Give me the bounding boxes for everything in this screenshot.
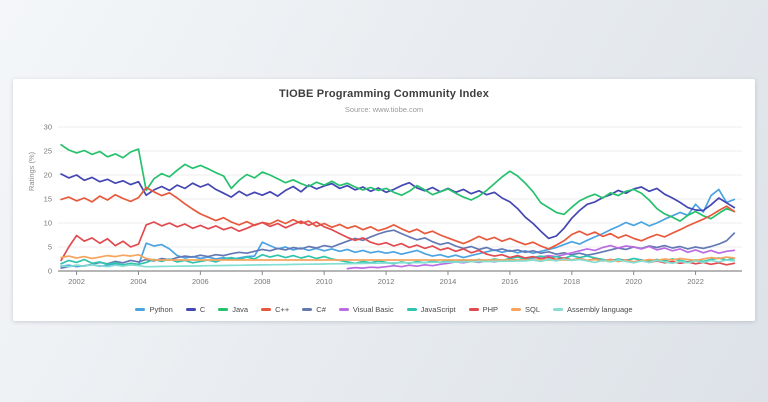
legend-swatch-php xyxy=(468,308,479,311)
legend-label-sql: SQL xyxy=(525,305,541,314)
legend-label-python: Python xyxy=(149,305,173,314)
series-line-c xyxy=(60,173,736,240)
legend-swatch-python xyxy=(135,308,146,311)
x-tick-label: 2012 xyxy=(378,277,395,286)
legend-swatch-assembly-language xyxy=(553,308,564,311)
legend-label-javascript: JavaScript xyxy=(420,305,456,314)
series-line-java xyxy=(60,143,736,222)
x-tick-label: 2016 xyxy=(502,277,519,286)
y-tick-label: 10 xyxy=(44,219,52,228)
series-line-visual-basic xyxy=(346,244,736,270)
legend-item-java[interactable]: Java xyxy=(218,305,248,314)
legend-label-assembly-language: Assembly language xyxy=(567,305,633,314)
y-tick-label: 5 xyxy=(48,243,52,252)
legend-item-c[interactable]: C xyxy=(185,305,206,314)
legend-item-assembly-language[interactable]: Assembly language xyxy=(553,305,633,314)
x-tick-label: 2002 xyxy=(68,277,85,286)
y-tick-label: 20 xyxy=(44,171,52,180)
series-line-c- xyxy=(60,229,736,269)
legend: Python C Java C++ C# Visual Basic JavaScript PH… xyxy=(13,305,755,314)
x-tick-label: 2020 xyxy=(625,277,642,286)
legend-swatch-sql xyxy=(511,308,522,311)
series-line-assembly-language xyxy=(60,258,736,268)
plot-area: 0 5 10 15 20 25 30 2002 2004 2006 2008 2010 2012 2014… xyxy=(44,123,742,286)
legend-item-c-[interactable]: C# xyxy=(302,305,326,314)
legend-swatch-java xyxy=(218,308,229,311)
legend-label-c: C xyxy=(199,305,206,314)
x-tick-label: 2014 xyxy=(440,277,457,286)
legend-item-visual-basic[interactable]: Visual Basic xyxy=(338,305,394,314)
legend-swatch-javascript xyxy=(406,308,417,311)
y-tick-label: 30 xyxy=(44,123,52,132)
y-tick-label: 0 xyxy=(48,267,52,276)
legend-item-python[interactable]: Python xyxy=(135,305,173,314)
x-tick-label: 2010 xyxy=(316,277,333,286)
x-tick-label: 2008 xyxy=(254,277,271,286)
legend-swatch-c- xyxy=(261,308,272,311)
x-tick-label: 2006 xyxy=(192,277,209,286)
chart-card: TIOBE Programming Community Index Source… xyxy=(13,79,755,321)
legend-swatch-visual-basic xyxy=(338,308,349,311)
legend-item-sql[interactable]: SQL xyxy=(511,305,540,314)
legend-label-visual-basic: Visual Basic xyxy=(352,305,394,314)
legend-swatch-c xyxy=(185,308,196,311)
y-tick-label: 15 xyxy=(44,195,52,204)
chart-subtitle: Source: www.tiobe.com xyxy=(344,105,424,114)
x-tick-label: 2018 xyxy=(563,277,580,286)
x-tick-label: 2004 xyxy=(130,277,147,286)
series-line-c- xyxy=(60,186,736,250)
chart-title: TIOBE Programming Community Index xyxy=(278,88,490,100)
legend-label-c-: C++ xyxy=(275,305,290,314)
series-line-python xyxy=(60,188,736,268)
legend-item-php[interactable]: PHP xyxy=(468,305,499,314)
legend-swatch-c- xyxy=(302,308,313,311)
legend-item-javascript[interactable]: JavaScript xyxy=(406,305,456,314)
legend-label-java: Java xyxy=(232,305,249,314)
legend-item-c-[interactable]: C++ xyxy=(261,305,289,314)
legend-label-c-: C# xyxy=(316,305,326,314)
legend-label-php: PHP xyxy=(482,305,499,314)
y-tick-label: 25 xyxy=(44,147,52,156)
x-tick-label: 2022 xyxy=(687,277,704,286)
